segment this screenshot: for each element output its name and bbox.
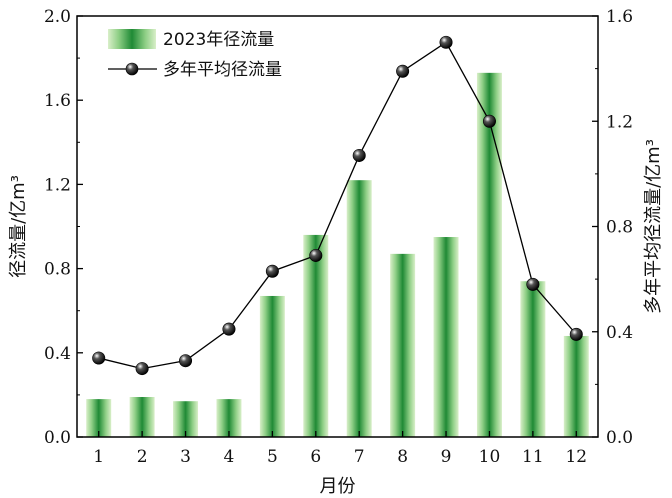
left-tick-label: 0.8 xyxy=(44,260,71,280)
right-tick-label: 0.8 xyxy=(606,218,633,238)
left-y-axis-title: 径流量/亿m³ xyxy=(8,175,29,278)
bar-series-2023 xyxy=(86,72,589,438)
x-tick-label: 1 xyxy=(93,447,104,467)
average-point-month-8 xyxy=(396,64,410,78)
bar-month-7 xyxy=(346,180,372,437)
bar-month-9 xyxy=(433,237,459,437)
average-point-month-11 xyxy=(526,277,540,291)
right-y-axis: 0.0 0.4 0.8 1.2 1.6 xyxy=(592,7,633,448)
bar-month-5 xyxy=(259,295,285,437)
left-tick-label: 0.0 xyxy=(44,428,71,448)
average-point-month-4 xyxy=(222,322,236,336)
left-tick-label: 0.4 xyxy=(44,344,71,364)
x-tick-label: 7 xyxy=(354,447,365,467)
bar-month-1 xyxy=(86,399,112,437)
right-tick-label: 1.6 xyxy=(606,7,633,27)
x-tick-label: 6 xyxy=(310,447,321,467)
average-point-month-6 xyxy=(309,248,323,262)
average-point-month-3 xyxy=(179,354,193,368)
plot-frame xyxy=(76,15,599,438)
right-tick-label: 0.4 xyxy=(606,323,633,343)
left-tick-label: 2.0 xyxy=(44,7,71,27)
legend-line-marker xyxy=(125,62,139,76)
bar-month-2 xyxy=(129,397,155,437)
average-point-month-7 xyxy=(352,148,366,162)
left-tick-label: 1.2 xyxy=(44,175,71,195)
x-tick-label: 8 xyxy=(397,447,408,467)
legend-bar-swatch xyxy=(108,29,156,49)
average-runoff-line xyxy=(98,41,577,370)
average-point-month-1 xyxy=(92,351,106,365)
bar-month-12 xyxy=(563,335,589,437)
x-axis: 1 2 3 4 5 6 7 8 9 10 11 12 xyxy=(93,431,587,467)
legend: 2023年径流量 多年平均径流量 xyxy=(108,29,282,80)
right-y-axis-title: 多年平均径流量/亿m³ xyxy=(643,139,664,314)
bar-month-10 xyxy=(476,72,502,438)
left-y-axis: 0.0 0.4 0.8 1.2 1.6 2.0 xyxy=(44,7,83,448)
x-tick-label: 3 xyxy=(180,447,191,467)
x-tick-label: 10 xyxy=(479,447,501,467)
x-tick-label: 5 xyxy=(267,447,278,467)
x-tick-label: 11 xyxy=(522,447,544,467)
x-tick-label: 4 xyxy=(224,447,235,467)
line-series-average xyxy=(92,35,583,376)
x-tick-label: 12 xyxy=(565,447,587,467)
bar-month-8 xyxy=(390,253,416,437)
average-point-month-5 xyxy=(265,264,279,278)
legend-bar-label: 2023年径流量 xyxy=(163,30,274,50)
average-point-month-10 xyxy=(482,114,496,128)
bar-month-4 xyxy=(216,399,242,437)
legend-line-label: 多年平均径流量 xyxy=(163,60,282,80)
x-tick-label: 9 xyxy=(441,447,452,467)
x-tick-label: 2 xyxy=(137,447,148,467)
average-point-month-2 xyxy=(135,362,149,376)
average-point-month-9 xyxy=(439,35,453,49)
bar-month-11 xyxy=(520,281,546,437)
average-point-month-12 xyxy=(569,327,583,341)
right-tick-label: 0.0 xyxy=(606,428,633,448)
left-tick-label: 1.6 xyxy=(44,91,71,111)
bar-month-6 xyxy=(303,234,329,437)
x-axis-title: 月份 xyxy=(320,476,356,497)
right-tick-label: 1.2 xyxy=(606,112,633,132)
